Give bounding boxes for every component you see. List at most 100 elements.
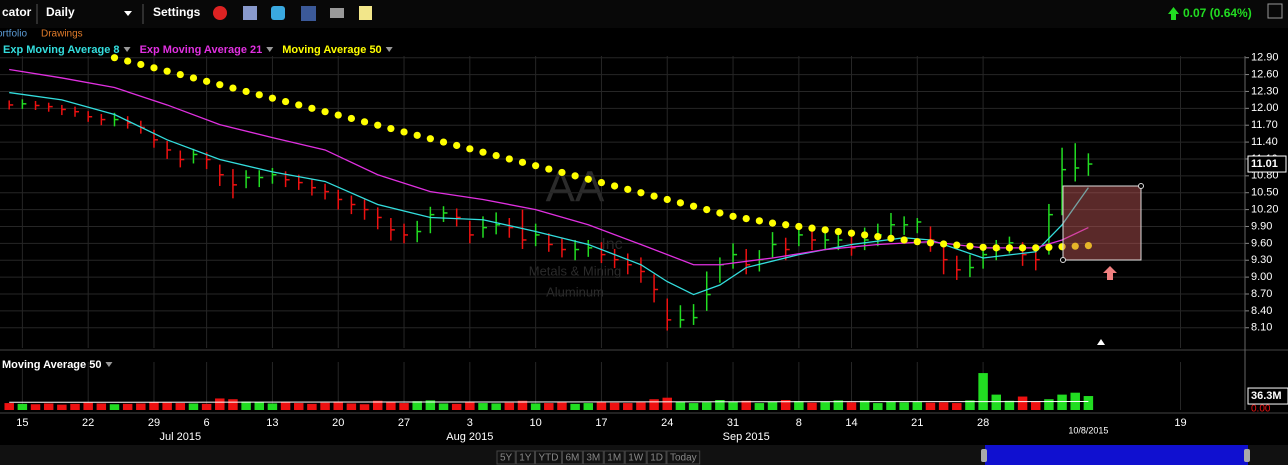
ma-dot — [203, 77, 211, 85]
ma-dot — [611, 182, 619, 190]
range-button[interactable]: 1D — [650, 453, 663, 464]
ma-dot — [334, 111, 342, 119]
month-label: Jul 2015 — [160, 431, 202, 443]
volume-bar — [596, 401, 607, 410]
ma-dot — [861, 231, 869, 239]
selection-box[interactable] — [1062, 185, 1142, 261]
volume-legend[interactable]: Moving Average 50 — [2, 359, 101, 371]
legend-entry[interactable]: Moving Average 50 — [282, 44, 381, 56]
volume-bar — [438, 403, 449, 410]
close-button[interactable] — [1267, 3, 1283, 19]
x-tick-label: 13 — [266, 417, 278, 429]
ma-dot — [966, 242, 974, 250]
range-button-frame[interactable] — [582, 450, 604, 465]
volume-bar — [1031, 401, 1041, 410]
volume-bar — [965, 400, 975, 410]
y-tick-label: 9.30 — [1251, 254, 1272, 266]
dropdown-arrow[interactable] — [124, 11, 132, 16]
alert-icon[interactable] — [213, 6, 227, 20]
ma-dot — [453, 141, 461, 150]
drawings-tab[interactable]: Drawings — [41, 29, 83, 40]
volume-bar — [925, 402, 936, 410]
ma-line — [9, 68, 1089, 266]
range-button[interactable]: 1Y — [519, 453, 532, 464]
range-button-frame[interactable] — [534, 450, 562, 465]
handle[interactable] — [1060, 257, 1066, 263]
volume-bar — [1004, 400, 1015, 410]
x-tick-label: 6 — [204, 417, 210, 429]
range-button[interactable]: Today — [670, 453, 697, 464]
volume-bar — [794, 401, 804, 410]
volume-bar — [899, 402, 909, 410]
legend-entry[interactable]: Exp Moving Average 8 — [3, 44, 120, 56]
facebook-icon[interactable] — [301, 6, 316, 21]
range-button-frame[interactable] — [646, 450, 667, 465]
ma-dot — [584, 175, 592, 183]
camera-icon[interactable] — [330, 8, 344, 18]
month-label: Aug 2015 — [446, 431, 493, 443]
x-tick-label: 27 — [398, 417, 410, 429]
ma-dot — [216, 81, 224, 89]
portfolio-tab[interactable]: ortfolio — [0, 29, 27, 40]
y-tick-label: 8.40 — [1251, 305, 1272, 317]
range-button-frame[interactable] — [666, 450, 701, 465]
volume-bar — [372, 400, 383, 410]
handle[interactable] — [1138, 183, 1144, 189]
volume-bar — [386, 402, 396, 410]
y-tick-label: 8.10 — [1251, 322, 1272, 334]
ma-dot — [650, 192, 658, 200]
navigator-handle[interactable] — [1244, 449, 1250, 462]
ma-dot — [281, 97, 290, 106]
indicator-menu[interactable]: cator — [2, 5, 32, 19]
range-button-frame[interactable] — [496, 450, 516, 465]
range-button[interactable]: 6M — [565, 453, 579, 464]
ma-dot — [229, 84, 237, 92]
navigator-window[interactable] — [985, 445, 1248, 465]
x-tick-label: 14 — [845, 417, 857, 429]
legend-arrow — [123, 47, 131, 52]
x-tick-label: 31 — [727, 417, 739, 429]
range-button-frame[interactable] — [603, 450, 625, 465]
range-button[interactable]: YTD — [538, 453, 558, 464]
ma-dot — [992, 244, 1000, 252]
legend-entry[interactable]: Exp Moving Average 21 — [140, 44, 263, 56]
volume-bar — [978, 373, 988, 410]
ma-dot — [1032, 244, 1040, 252]
ma-dot — [558, 168, 566, 177]
legend-arrow — [385, 47, 393, 52]
ma-dot — [768, 219, 777, 227]
volume-bar — [70, 403, 80, 410]
ma-dot — [716, 209, 724, 217]
ma-dot — [374, 121, 382, 129]
navigator — [0, 445, 1288, 465]
volume-ma — [9, 401, 1089, 403]
ma-dot — [189, 74, 198, 82]
interval-menu[interactable]: Daily — [46, 5, 75, 19]
settings-button[interactable]: Settings — [153, 5, 201, 19]
volume-bar — [675, 401, 686, 410]
range-button-frame[interactable] — [624, 450, 647, 465]
range-button-frame[interactable] — [515, 450, 535, 465]
ma-dot — [268, 94, 277, 102]
range-button[interactable]: 1W — [628, 453, 644, 464]
volume-bar — [754, 403, 765, 410]
range-button-frame[interactable] — [561, 450, 583, 465]
watermark-symbol: AA — [546, 163, 605, 212]
range-button[interactable]: 3M — [586, 453, 600, 464]
twitter-icon[interactable] — [271, 6, 285, 20]
watermark-industry: Aluminum — [546, 284, 604, 299]
price-change: 0.07 (0.64%) — [1183, 6, 1252, 20]
range-button[interactable]: 5Y — [500, 453, 513, 464]
ma-dot — [110, 54, 119, 62]
range-button[interactable]: 1M — [607, 453, 621, 464]
ma-dot — [360, 118, 369, 126]
y-tick-label: 9.90 — [1251, 220, 1272, 232]
ma-dot — [795, 222, 803, 231]
y-tick-label: 12.60 — [1251, 68, 1279, 80]
note-icon[interactable] — [359, 6, 372, 20]
navigator-handle[interactable] — [981, 449, 987, 462]
ma-dot — [426, 135, 434, 143]
print-icon[interactable] — [243, 6, 257, 20]
ma-dot — [518, 158, 527, 166]
